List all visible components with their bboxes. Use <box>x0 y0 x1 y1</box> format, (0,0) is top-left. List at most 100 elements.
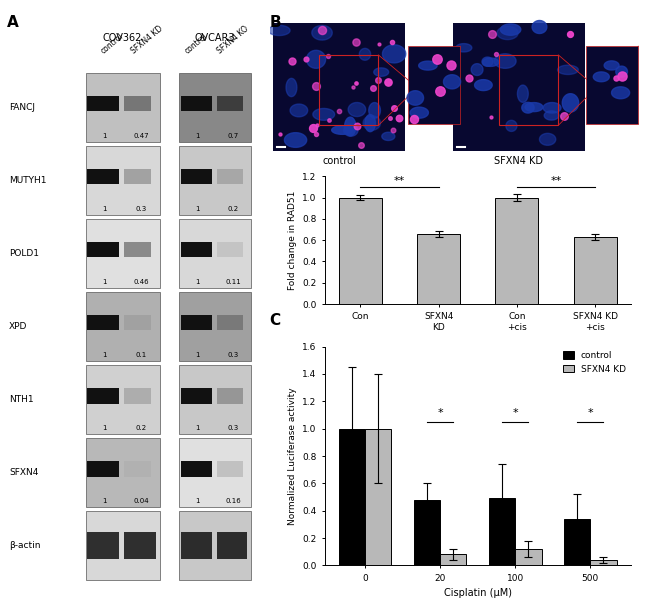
Bar <box>181 243 212 257</box>
Text: 1: 1 <box>195 206 200 212</box>
Polygon shape <box>497 26 518 40</box>
Text: OVCAR3: OVCAR3 <box>195 33 235 43</box>
Polygon shape <box>286 78 297 97</box>
Polygon shape <box>307 50 326 68</box>
Bar <box>365 429 391 565</box>
Text: 0.46: 0.46 <box>133 279 149 285</box>
Polygon shape <box>482 57 493 66</box>
Bar <box>87 389 119 404</box>
Text: 1: 1 <box>195 352 200 358</box>
Polygon shape <box>604 61 619 70</box>
Polygon shape <box>494 54 516 68</box>
Text: 0.3: 0.3 <box>227 426 239 431</box>
Bar <box>87 532 119 559</box>
Polygon shape <box>407 91 424 105</box>
Bar <box>217 97 243 111</box>
Text: 1: 1 <box>102 206 107 212</box>
Bar <box>86 146 160 215</box>
Polygon shape <box>593 72 609 81</box>
Text: XPD: XPD <box>9 322 27 331</box>
Bar <box>319 55 378 125</box>
X-axis label: Cisplatin (μM): Cisplatin (μM) <box>444 589 512 598</box>
Text: SFXN4 KO: SFXN4 KO <box>215 24 250 56</box>
Bar <box>586 46 638 124</box>
Bar <box>86 365 160 434</box>
Text: C: C <box>270 313 281 328</box>
Bar <box>124 97 151 111</box>
Text: control: control <box>183 32 209 56</box>
Polygon shape <box>285 133 307 147</box>
Polygon shape <box>382 132 395 140</box>
Bar <box>564 519 590 565</box>
Text: 0.2: 0.2 <box>227 206 239 212</box>
Bar <box>217 461 243 477</box>
Polygon shape <box>369 103 380 118</box>
Polygon shape <box>456 44 472 52</box>
Bar <box>87 243 119 257</box>
Polygon shape <box>363 116 380 130</box>
Polygon shape <box>543 103 561 113</box>
Text: 1: 1 <box>102 499 107 504</box>
Text: 1: 1 <box>195 133 200 139</box>
Bar <box>124 461 151 477</box>
Y-axis label: Normalized Luciferase activity: Normalized Luciferase activity <box>288 387 297 525</box>
Polygon shape <box>612 87 630 98</box>
Polygon shape <box>382 45 406 63</box>
Bar <box>489 499 515 565</box>
Polygon shape <box>522 102 534 113</box>
Text: *: * <box>437 408 443 418</box>
Bar <box>217 243 243 257</box>
Bar <box>124 532 156 559</box>
Polygon shape <box>268 26 290 35</box>
Text: *: * <box>588 408 593 418</box>
Polygon shape <box>344 124 358 136</box>
Bar <box>179 511 251 579</box>
Bar <box>124 316 151 331</box>
Bar <box>179 292 251 361</box>
Text: 0.3: 0.3 <box>227 352 239 358</box>
Polygon shape <box>532 21 547 33</box>
Bar <box>179 219 251 288</box>
Text: SFXN4 KD: SFXN4 KD <box>495 156 543 167</box>
Bar <box>515 549 541 565</box>
Bar <box>499 55 558 125</box>
Polygon shape <box>474 80 492 91</box>
Polygon shape <box>374 68 389 77</box>
Polygon shape <box>506 120 517 131</box>
Bar <box>414 500 440 565</box>
Text: 0.2: 0.2 <box>136 426 147 431</box>
Text: **: ** <box>394 176 405 186</box>
Bar <box>573 237 617 304</box>
Polygon shape <box>313 108 335 120</box>
Y-axis label: Fold change in RAD51: Fold change in RAD51 <box>288 190 297 290</box>
Bar <box>87 461 119 477</box>
Bar <box>124 170 151 184</box>
Text: SFXN4 KD: SFXN4 KD <box>130 24 165 56</box>
Text: 1: 1 <box>102 352 107 358</box>
Bar <box>87 97 119 111</box>
Bar <box>179 146 251 215</box>
Text: POLD1: POLD1 <box>9 249 39 258</box>
Text: 1: 1 <box>102 426 107 431</box>
Text: **: ** <box>551 176 562 186</box>
Bar <box>181 316 212 331</box>
Bar <box>181 389 212 404</box>
Bar <box>86 511 160 579</box>
Legend: control, SFXN4 KD: control, SFXN4 KD <box>563 351 626 373</box>
Bar <box>217 316 243 331</box>
Text: 0.16: 0.16 <box>226 499 241 504</box>
Bar <box>179 438 251 506</box>
Polygon shape <box>616 66 627 77</box>
Bar <box>181 170 212 184</box>
Text: 1: 1 <box>195 279 200 285</box>
Text: MUTYH1: MUTYH1 <box>9 176 46 185</box>
Polygon shape <box>525 103 543 112</box>
Text: A: A <box>6 15 18 30</box>
Text: 1: 1 <box>102 133 107 139</box>
Bar <box>217 532 248 559</box>
Text: 0.04: 0.04 <box>133 499 149 504</box>
Bar <box>87 170 119 184</box>
Bar <box>453 23 584 151</box>
Text: 1: 1 <box>102 279 107 285</box>
Bar <box>181 461 212 477</box>
